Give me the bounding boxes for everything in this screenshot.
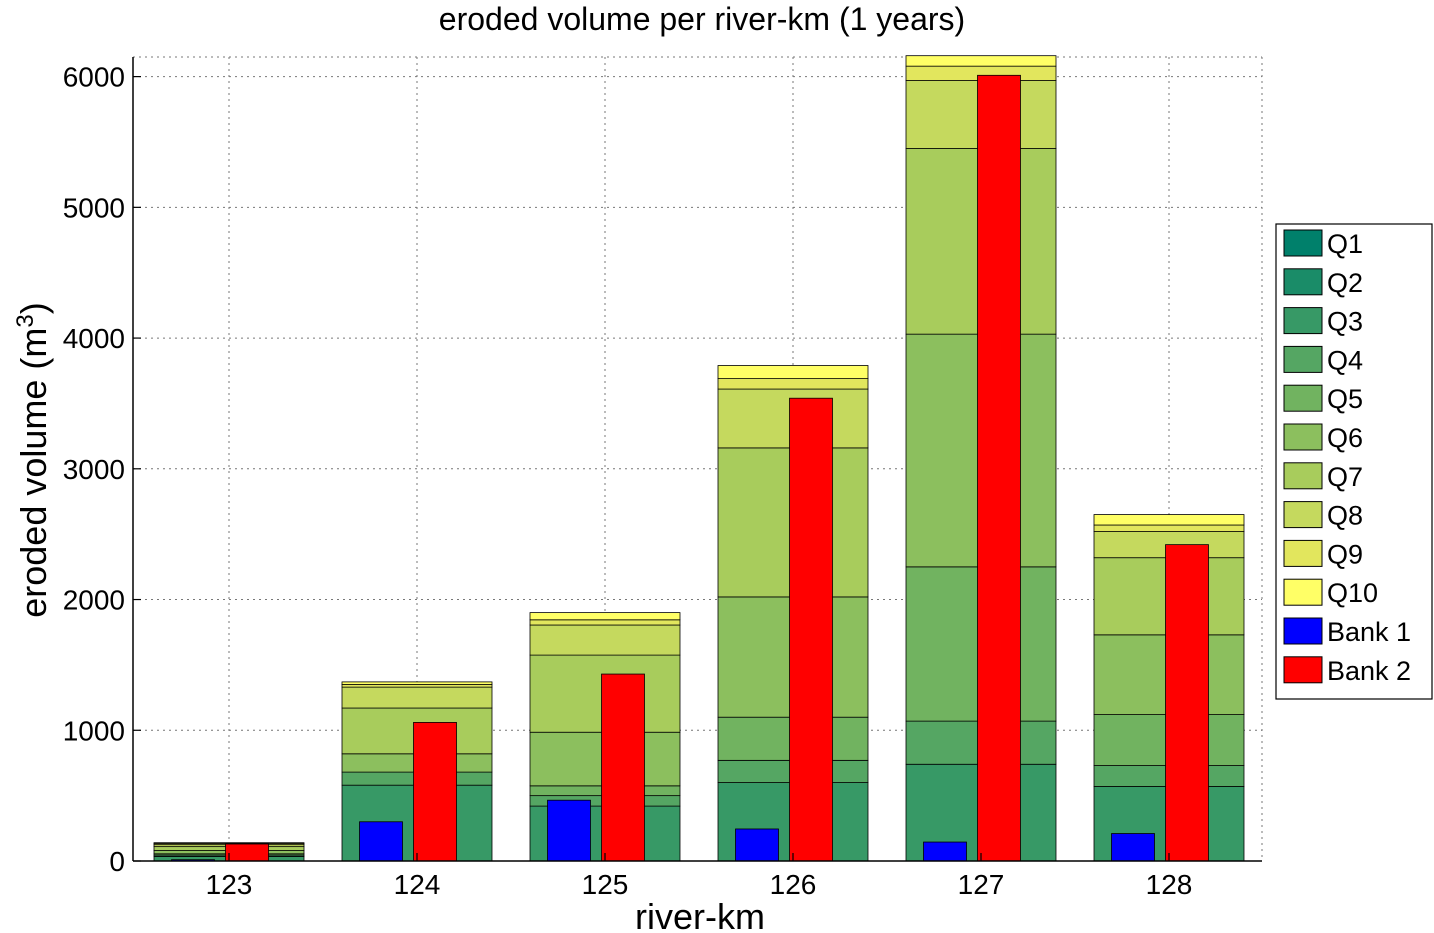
legend-label: Q3: [1327, 307, 1363, 337]
x-tick-label: 126: [770, 869, 817, 900]
stack-segment-q8: [529, 624, 681, 656]
bar-bank-1: [923, 841, 967, 862]
x-tick-label: 125: [582, 869, 629, 900]
bar-bank-1: [735, 828, 779, 862]
y-tick-label: 3000: [63, 454, 125, 485]
stack-segment-q9: [529, 619, 681, 626]
x-tick-label: 128: [1146, 869, 1193, 900]
stacked-bars: [153, 55, 1245, 862]
legend: Q1 Q2 Q3 Q4 Q5 Q6 Q7 Q8 Q9 Q10 Bank 1 Bank 2: [1275, 223, 1433, 700]
legend-swatch: [1283, 539, 1323, 567]
legend-label: Q2: [1327, 268, 1363, 298]
bar-bank-2: [413, 722, 457, 862]
bar-bank-2: [789, 397, 833, 862]
stack-segment-q10: [1093, 514, 1245, 526]
bar-bank-1: [1111, 833, 1155, 862]
plot-frame: [133, 57, 1262, 861]
x-tick-label: 123: [206, 869, 253, 900]
legend-swatch: [1283, 501, 1323, 529]
y-ticks: 0 1000 2000 3000 4000 5000 6000: [63, 62, 141, 877]
x-tick-label: 127: [958, 869, 1005, 900]
y-tick-label: 6000: [63, 62, 125, 93]
y-tick-label: 2000: [63, 585, 125, 616]
legend-label: Bank 1: [1327, 617, 1411, 647]
stack-segment-q10: [341, 681, 493, 685]
y-tick-label: 4000: [63, 323, 125, 354]
legend-label: Q5: [1327, 384, 1363, 414]
stack-segment-q10: [529, 612, 681, 621]
legend-swatch: [1283, 656, 1323, 684]
bar-bank-1: [359, 821, 403, 862]
legend-swatch: [1283, 229, 1323, 257]
x-tick-label: 124: [394, 869, 441, 900]
y-tick-label: 5000: [63, 192, 125, 223]
legend-swatch: [1283, 307, 1323, 335]
y-axis-label-close: ): [13, 302, 54, 314]
x-ticks: 123 124 125 126 127 128: [206, 853, 1193, 900]
legend-swatch: [1283, 345, 1323, 373]
stack-segment-q10: [153, 842, 305, 844]
bar-bank-2: [601, 673, 645, 862]
legend-label: Q7: [1327, 462, 1363, 492]
gridlines: [133, 56, 1263, 861]
legend-swatch: [1283, 462, 1323, 490]
y-axis-label: eroded volume (m3): [12, 302, 55, 618]
stack-segment-q10: [717, 365, 869, 379]
chart-title: eroded volume per river-km (1 years): [439, 1, 965, 37]
y-axis-label-main: eroded volume (m: [13, 328, 54, 618]
legend-swatch: [1283, 268, 1323, 296]
legend-swatch: [1283, 578, 1323, 606]
stack-segment-q9: [717, 378, 869, 390]
legend-label: Q10: [1327, 578, 1378, 608]
legend-swatch: [1283, 423, 1323, 451]
bar-bank-2: [225, 843, 269, 862]
legend-label: Q6: [1327, 423, 1363, 453]
legend-label: Q1: [1327, 229, 1363, 259]
y-tick-label: 1000: [63, 715, 125, 746]
y-tick-label: 0: [109, 846, 125, 877]
legend-swatch: [1283, 617, 1323, 645]
stack-segment-q8: [341, 686, 493, 709]
bank-bars: [171, 74, 1209, 862]
legend-swatch: [1283, 384, 1323, 412]
legend-label: Q9: [1327, 539, 1363, 569]
legend-label: Q4: [1327, 345, 1363, 375]
bar-bank-1: [547, 799, 591, 862]
y-axis-label-sup: 3: [12, 314, 39, 327]
stack-segment-q9: [1093, 524, 1245, 532]
x-axis-label: river-km: [635, 896, 765, 933]
bar-bank-2: [1165, 544, 1209, 862]
stack-segment-q10: [905, 55, 1057, 67]
bar-bank-2: [977, 74, 1021, 862]
legend-label: Bank 2: [1327, 656, 1411, 686]
legend-label: Q8: [1327, 501, 1363, 531]
